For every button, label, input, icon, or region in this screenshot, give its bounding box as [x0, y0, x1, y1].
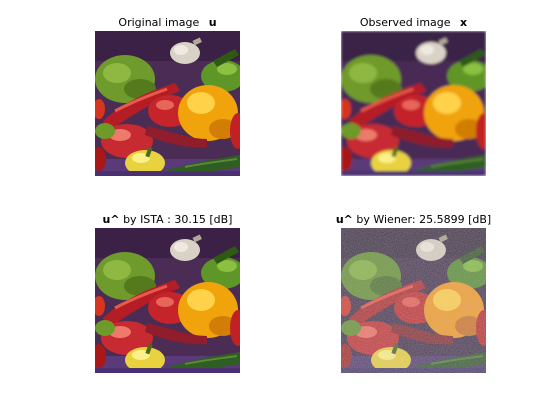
- panel-title: Original image u: [55, 16, 280, 29]
- image-wiener: [341, 228, 486, 373]
- image-ista: [95, 228, 240, 373]
- panel-title: u^ by ISTA : 30.15 [dB]: [55, 213, 280, 226]
- title-text: by Wiener: 25.5899 [dB]: [352, 213, 492, 226]
- image-observed: [341, 31, 486, 176]
- title-symbol: u: [335, 213, 344, 226]
- title-symbol: u: [208, 16, 217, 29]
- title-hat: ^: [110, 213, 120, 226]
- title-symbol: x: [460, 16, 468, 29]
- image-original: [95, 31, 240, 176]
- panel-title: Observed image x: [301, 16, 526, 29]
- title-hat: ^: [343, 213, 353, 226]
- title-symbol: u: [102, 213, 111, 226]
- title-text: Original image: [118, 16, 200, 29]
- title-text: by ISTA : 30.15 [dB]: [119, 213, 233, 226]
- title-text: Observed image: [359, 16, 451, 29]
- panel-title: u^ by Wiener: 25.5899 [dB]: [301, 213, 526, 226]
